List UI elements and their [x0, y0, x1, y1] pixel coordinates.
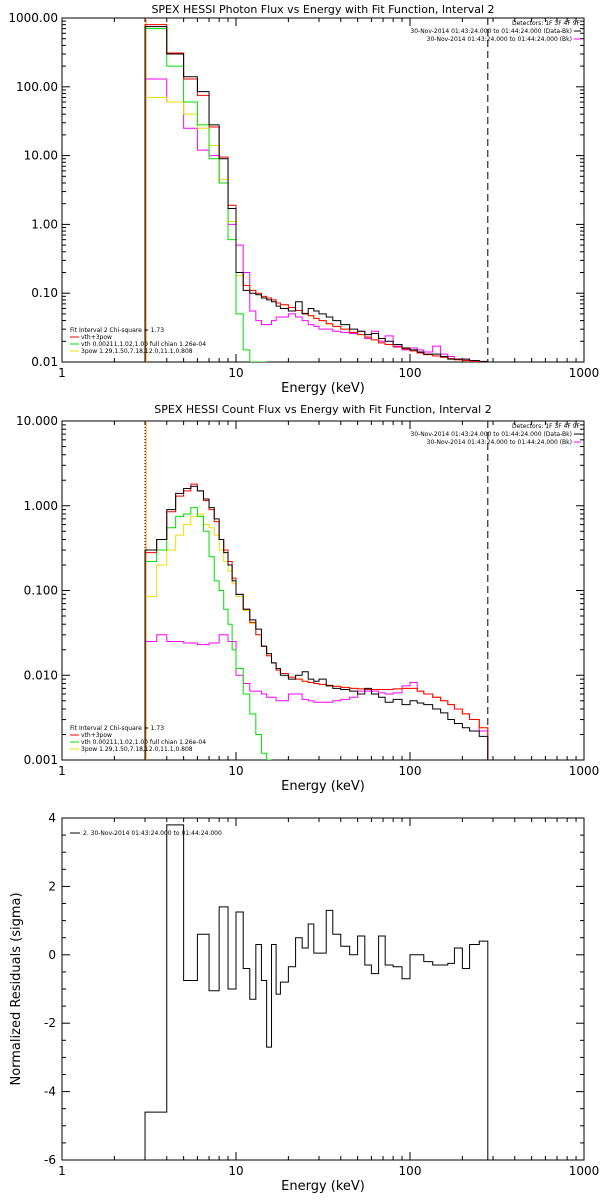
y-tick-label: -4 — [44, 1085, 56, 1099]
y-tick-label: -6 — [44, 1153, 56, 1167]
x-tick-label: 100 — [399, 366, 422, 380]
series-line-0 — [144, 26, 489, 362]
x-tick-label: 1000 — [569, 764, 600, 778]
series-line-0 — [144, 485, 489, 760]
x-tick-label: 1000 — [569, 366, 600, 380]
detectors-label: Detectors: 1F 3F 4F 9F — [512, 20, 581, 27]
series-line-3 — [144, 96, 488, 362]
photon-flux-panel: SPEX HESSI Photon Flux vs Energy with Fi… — [8, 3, 599, 396]
time-label: 30-Nov-2014 01:43:24.000 to 01:44:24.000… — [410, 431, 572, 438]
time-label: 30-Nov-2014 01:43:24.000 to 01:44:24.000… — [427, 439, 572, 446]
series-line-3 — [144, 513, 489, 760]
x-tick-label: 10 — [228, 366, 243, 380]
y-tick-label: 10.00 — [24, 149, 58, 163]
y-tick-label: 4 — [48, 811, 56, 825]
time-label: 30-Nov-2014 01:43:24.000 to 01:44:24.000… — [427, 36, 572, 43]
y-tick-label: 10.000 — [16, 414, 58, 428]
x-tick-label: 1000 — [569, 1164, 600, 1178]
y-tick-label: 0.10 — [31, 286, 58, 300]
time-label: 30-Nov-2014 01:43:24.000 to 01:44:24.000… — [410, 28, 572, 35]
x-tick-label: 1 — [58, 764, 66, 778]
y-tick-label: 0.01 — [31, 355, 58, 369]
series-line-1 — [144, 483, 489, 760]
fit-legend-entry: 3pow 1.29,1.50,7.18,12.0,11.1,0.808 — [81, 746, 193, 753]
plot-frame — [61, 17, 585, 363]
series-line-0 — [144, 824, 489, 1160]
y-tick-label: 0.001 — [24, 753, 58, 767]
y-tick-label: -2 — [44, 1016, 56, 1030]
y-tick-label: 2 — [48, 879, 56, 893]
fit-legend-entry: 3pow 1.29,1.50,7.18,12.0,11.1,0.808 — [81, 348, 193, 355]
fit-legend-header: Fit Interval 2 Chi-square = 1.73 — [70, 327, 164, 334]
y-axis-label: Normalized Residuals (sigma) — [9, 892, 24, 1085]
residuals-panel: 1 10 100 1000 Energy (keV) -6 -4 -2 0 2 4 Normalize… — [9, 811, 599, 1194]
x-axis-label: Energy (keV) — [281, 779, 365, 794]
series-line-4 — [144, 78, 488, 362]
fit-legend-entry: vth+3pow — [81, 334, 112, 341]
x-tick-label: 10 — [228, 764, 243, 778]
x-tick-label: 100 — [399, 1164, 422, 1178]
x-axis-label: Energy (keV) — [281, 381, 365, 396]
y-tick-label: 0.100 — [24, 584, 58, 598]
fit-legend-entry: vth 0.00211,1.02,1.00 full chian 1.26e-0… — [81, 739, 206, 746]
fit-legend-header: Fit Interval 2 Chi-square = 1.73 — [70, 725, 164, 732]
series-group — [144, 24, 489, 362]
y-tick-label: 1.00 — [31, 217, 58, 231]
x-tick-label: 100 — [399, 764, 422, 778]
x-tick-label: 1 — [58, 1164, 66, 1178]
y-tick-label: 100.00 — [16, 80, 58, 94]
plot-frame — [61, 817, 585, 1161]
x-axis-label: Energy (keV) — [281, 1179, 365, 1194]
series-line-2 — [144, 28, 267, 362]
y-tick-label: 1.000 — [24, 499, 58, 513]
y-tick-label: 0.010 — [24, 668, 58, 682]
chart-title: SPEX HESSI Count Flux vs Energy with Fit… — [154, 403, 491, 416]
x-tick-label: 1 — [58, 366, 66, 380]
fit-legend-entry: vth+3pow — [81, 732, 112, 739]
legend-entry: 2. 30-Nov-2014 01:43:24.000 to 01:44:24.… — [83, 830, 222, 837]
detectors-label: Detectors: 1F 3F 4F 9F — [512, 423, 581, 430]
series-line-2 — [144, 507, 272, 760]
x-tick-label: 10 — [228, 1164, 243, 1178]
fit-legend-entry: vth 0.00211,1.02,1.00 full chian 1.26e-0… — [81, 341, 206, 348]
series-group — [144, 483, 489, 760]
count-flux-panel: SPEX HESSI Count Flux vs Energy with Fit… — [16, 403, 599, 794]
y-tick-label: 1000.00 — [8, 11, 58, 25]
series-group — [144, 824, 489, 1160]
plot-frame — [61, 420, 585, 761]
y-tick-label: 0 — [48, 948, 56, 962]
chart-title: SPEX HESSI Photon Flux vs Energy with Fi… — [151, 3, 494, 16]
